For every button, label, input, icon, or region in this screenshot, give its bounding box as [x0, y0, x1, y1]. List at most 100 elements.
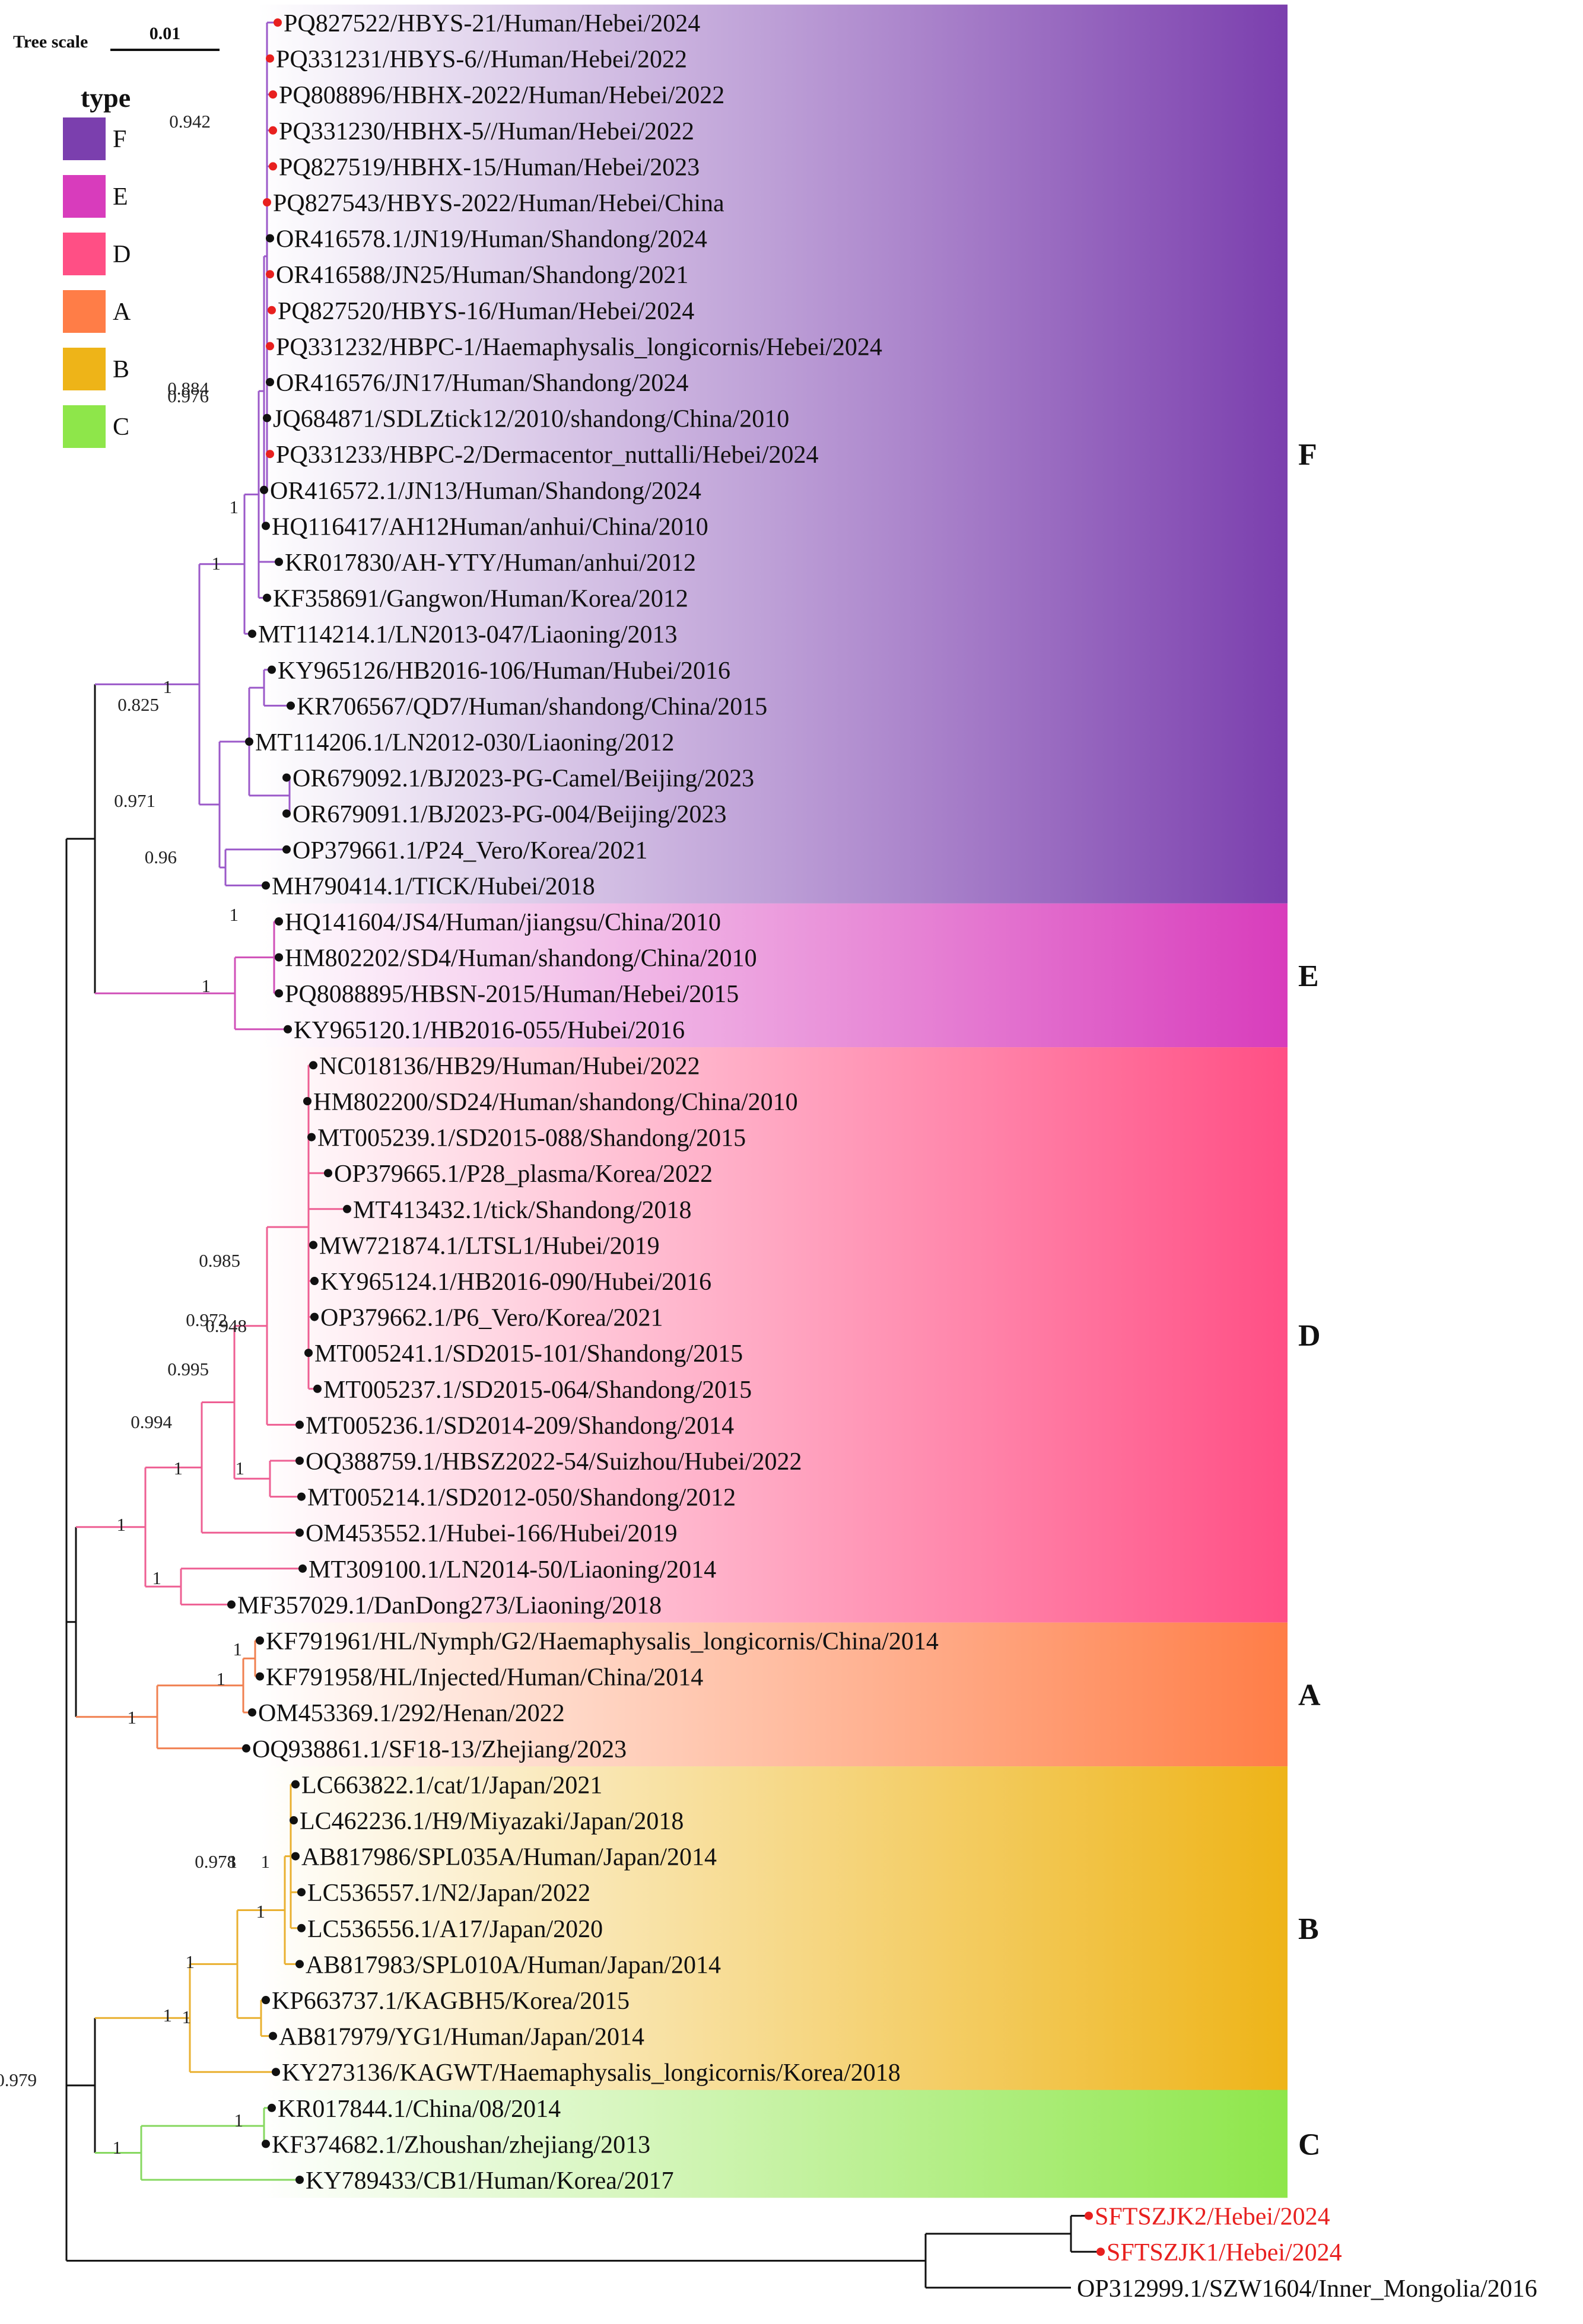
support-values: 0.9420.8840.9761110.8250.9710.96110.9850… — [0, 111, 270, 2158]
leaf-label: MT005241.1/SD2015-101/Shandong/2015 — [314, 1340, 743, 1368]
leaf-label: LC536557.1/N2/Japan/2022 — [307, 1880, 590, 1907]
leaf-dot — [297, 1492, 306, 1501]
leaf-label: KY965120.1/HB2016-055/Hubei/2016 — [294, 1017, 685, 1044]
legend-label-e: E — [113, 183, 128, 211]
leaf-dot — [227, 1600, 236, 1609]
support-value: 0.979 — [0, 2069, 37, 2090]
support-value: 1 — [233, 1639, 243, 1659]
leaf-label: KF791961/HL/Nymph/G2/Haemaphysalis_longi… — [266, 1628, 939, 1655]
leaf-dot — [290, 1816, 298, 1824]
leaf-label: MT005214.1/SD2012-050/Shandong/2012 — [307, 1484, 736, 1512]
leaf-label: PQ808896/HBHX-2022/Human/Hebei/2022 — [279, 82, 724, 109]
leaf-label: KF358691/Gangwon/Human/Korea/2012 — [273, 586, 688, 613]
support-value: 1 — [152, 1568, 162, 1588]
leaf-dot — [268, 665, 276, 674]
leaf-label: MH790414.1/TICK/Hubei/2018 — [272, 873, 595, 900]
leaf-label: OR679092.1/BJ2023-PG-Camel/Beijing/2023 — [293, 765, 754, 793]
clade-bands — [258, 4, 1288, 2198]
leaf-label: OR416576/JN17/Human/Shandong/2024 — [276, 370, 688, 397]
leaf-dot — [268, 2103, 276, 2112]
leaf-dot — [269, 126, 277, 135]
leaf-label: PQ827520/HBYS-16/Human/Hebei/2024 — [278, 298, 694, 325]
leaf-dot — [263, 593, 271, 602]
leaf-label: MT005236.1/SD2014-209/Shandong/2014 — [306, 1412, 734, 1439]
support-value: 1 — [202, 975, 211, 996]
leaf-label: MW721874.1/LTSL1/Hubei/2019 — [319, 1232, 660, 1260]
leaf-label: KR017844.1/China/08/2014 — [278, 2096, 561, 2123]
leaf-label: OR679091.1/BJ2023-PG-004/Beijing/2023 — [293, 801, 727, 828]
leaf-dot — [324, 1169, 332, 1178]
leaf-dot — [295, 1960, 304, 1969]
leaf-dot — [266, 270, 274, 279]
leaf-dot — [295, 2176, 304, 2184]
support-value: 1 — [117, 1514, 126, 1535]
leaf-dot — [284, 1025, 292, 1034]
leaf-dot — [245, 737, 253, 746]
legend-label-c: C — [113, 414, 129, 441]
leaf-dot — [248, 630, 256, 638]
leaf-dot — [310, 1312, 319, 1321]
support-value: 1 — [182, 2007, 192, 2027]
leaf-label: KF374682.1/Zhoushan/zhejiang/2013 — [272, 2131, 650, 2158]
leaf-dot — [313, 1384, 322, 1393]
leaf-label: OM453369.1/292/Henan/2022 — [258, 1700, 565, 1727]
clade-band-d — [258, 1047, 1288, 1623]
legend-swatch-d — [63, 233, 106, 275]
leaf-dot — [304, 1349, 313, 1357]
leaf-dot — [275, 558, 283, 566]
support-value: 0.948 — [205, 1315, 247, 1336]
leaf-label: OQ938861.1/SF18-13/Zhejiang/2023 — [252, 1736, 627, 1763]
leaf-label: SFTSZJK1/Hebei/2024 — [1107, 2239, 1342, 2266]
leaf-label: KY965124.1/HB2016-090/Hubei/2016 — [320, 1268, 711, 1296]
leaf-label: SFTSZJK2/Hebei/2024 — [1095, 2204, 1330, 2231]
leaf-dot — [287, 701, 295, 710]
leaf-dot — [256, 1636, 264, 1645]
support-value: 0.96 — [145, 847, 177, 867]
leaf-dot — [266, 54, 274, 63]
leaf-dot — [266, 450, 274, 459]
leaf-label: LC462236.1/H9/Miyazaki/Japan/2018 — [300, 1808, 684, 1835]
legend-swatch-c — [63, 405, 106, 448]
leaf-label: KR017830/AH-YTY/Human/anhui/2012 — [285, 549, 696, 577]
leaf-label: OP379665.1/P28_plasma/Korea/2022 — [334, 1161, 713, 1188]
legend-swatch-f — [63, 117, 106, 160]
leaf-label: PQ827522/HBYS-21/Human/Hebei/2024 — [284, 10, 700, 37]
leaf-label: PQ331233/HBPC-2/Dermacentor_nuttalli/Heb… — [276, 441, 819, 469]
leaf-label: PQ331230/HBHX-5//Human/Hebei/2022 — [279, 118, 694, 145]
leaf-dot — [263, 198, 271, 206]
leaf-dot — [307, 1133, 316, 1142]
leaf-dot — [303, 1097, 311, 1105]
leaf-label: OQ388759.1/HBSZ2022-54/Suizhou/Hubei/202… — [306, 1448, 802, 1476]
leaf-label: OR416572.1/JN13/Human/Shandong/2024 — [270, 478, 701, 505]
clade-label-e: E — [1298, 959, 1319, 993]
support-value: 1 — [256, 1901, 266, 1922]
support-value: 0.995 — [167, 1359, 209, 1379]
support-value: 1 — [236, 1458, 245, 1479]
clade-band-a — [258, 1622, 1288, 1767]
leaf-label: MT005239.1/SD2015-088/Shandong/2015 — [317, 1125, 746, 1152]
leaf-label: KY789433/CB1/Human/Korea/2017 — [306, 2167, 674, 2195]
legend-label-f: F — [113, 126, 126, 153]
leaf-dot — [309, 1241, 317, 1250]
leaf-dot — [262, 522, 270, 530]
leaf-label: HQ116417/AH12Human/anhui/China/2010 — [272, 513, 708, 541]
leaf-label: KR706567/QD7/Human/shandong/China/2015 — [297, 693, 767, 720]
legend: type F E D A B C — [63, 82, 131, 448]
leaf-dot — [295, 1528, 304, 1537]
leaf-dot — [309, 1061, 317, 1070]
leaf-label: PQ827543/HBYS-2022/Human/Hebei/China — [273, 190, 724, 217]
legend-label-a: A — [113, 298, 131, 326]
support-value: 0.942 — [169, 111, 211, 132]
support-value: 0.978 — [195, 1851, 236, 1872]
support-value: 1 — [261, 1851, 271, 1872]
clade-label-b: B — [1298, 1912, 1319, 1946]
leaf-label: AB817979/YG1/Human/Japan/2014 — [279, 2024, 644, 2051]
leaf-label: OP379662.1/P6_Vero/Korea/2021 — [320, 1305, 663, 1332]
tree-branches — [65, 21, 1101, 2289]
leaf-dot — [275, 953, 283, 962]
clade-band-c — [258, 2090, 1288, 2198]
tree-scale: Tree scale 0.01 — [13, 24, 220, 52]
leaf-dot — [272, 2068, 280, 2077]
support-value: 0.972 — [186, 1309, 227, 1330]
clade-label-a: A — [1298, 1678, 1321, 1712]
